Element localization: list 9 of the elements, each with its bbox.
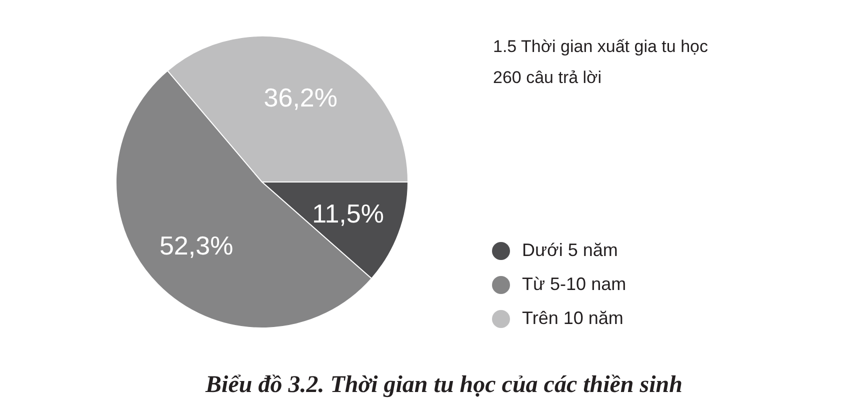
legend-label: Dưới 5 năm bbox=[522, 240, 618, 260]
text: 260 câu trả lời bbox=[493, 68, 602, 87]
data-label: 52,3% bbox=[159, 230, 234, 260]
legend-label: Từ 5-10 nam bbox=[522, 274, 626, 294]
legend-label: Trên 10 năm bbox=[522, 308, 624, 328]
data-label: 36,2% bbox=[264, 82, 338, 113]
text: Biểu đồ 3.2. Thời gian tu học của các thiền sinh bbox=[204, 372, 682, 398]
chart-title: 1.5 Thời gian xuất gia tu học bbox=[493, 37, 708, 56]
data-label: 11,5% bbox=[312, 198, 384, 229]
